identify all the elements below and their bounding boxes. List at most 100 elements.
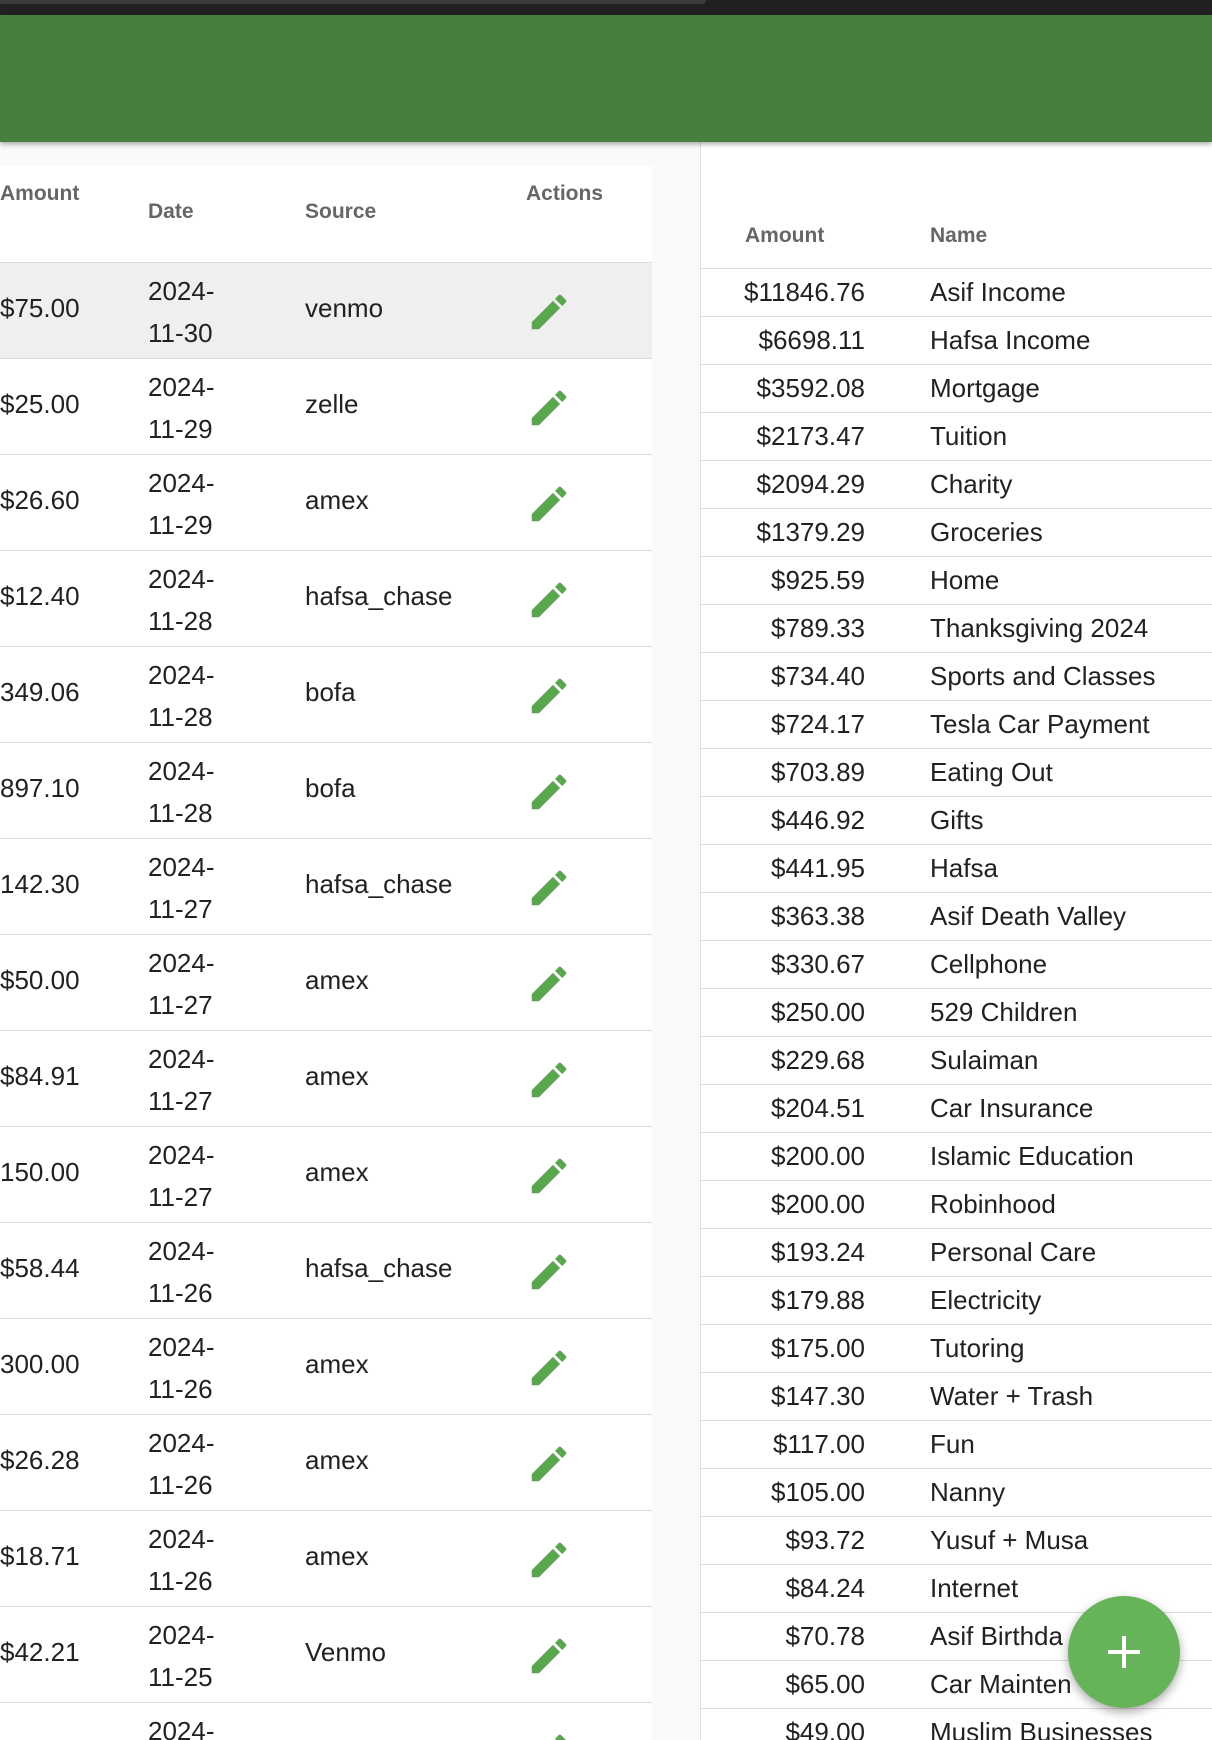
table-row[interactable]: 2024- bbox=[0, 1703, 652, 1740]
pencil-icon bbox=[526, 774, 572, 821]
edit-transaction-button[interactable] bbox=[526, 1537, 572, 1583]
table-row[interactable]: $84.91 2024- 11-27 amex bbox=[0, 1031, 652, 1127]
table-row[interactable]: $26.28 2024- 11-26 amex bbox=[0, 1415, 652, 1511]
column-header-source[interactable]: Source bbox=[305, 200, 377, 223]
summary-column-header-name[interactable]: Name bbox=[930, 224, 988, 247]
edit-transaction-button[interactable] bbox=[526, 1153, 572, 1199]
summary-row[interactable]: $724.17 Tesla Car Payment bbox=[701, 701, 1212, 749]
summary-row[interactable]: $446.92 Gifts bbox=[701, 797, 1212, 845]
summary-row[interactable]: $49.00 Muslim Businesses bbox=[701, 1709, 1212, 1740]
summary-row[interactable]: $93.72 Yusuf + Musa bbox=[701, 1517, 1212, 1565]
transaction-date: 2024- 11-28 bbox=[148, 660, 215, 732]
summary-row[interactable]: $70.78 Asif Birthda bbox=[701, 1613, 1212, 1661]
transactions-table: Amount Date Source Actions $75.00 2024- 11… bbox=[0, 166, 652, 1740]
summary-row[interactable]: $229.68 Sulaiman bbox=[701, 1037, 1212, 1085]
summary-row[interactable]: $925.59 Home bbox=[701, 557, 1212, 605]
table-row[interactable]: $12.40 2024- 11-28 hafsa_chase bbox=[0, 551, 652, 647]
transaction-source: hafsa_chase bbox=[305, 581, 453, 611]
edit-transaction-button[interactable] bbox=[526, 1729, 572, 1740]
pencil-icon bbox=[526, 678, 572, 725]
table-row[interactable]: $25.00 2024- 11-29 zelle bbox=[0, 359, 652, 455]
summary-row[interactable]: $105.00 Nanny bbox=[701, 1469, 1212, 1517]
category-name: Personal Care bbox=[930, 1237, 1097, 1267]
transaction-date: 2024- 11-27 bbox=[148, 948, 215, 1020]
summary-row[interactable]: $11846.76 Asif Income bbox=[701, 269, 1212, 317]
edit-transaction-button[interactable] bbox=[526, 865, 572, 911]
summary-row[interactable]: $84.24 Internet bbox=[701, 1565, 1212, 1613]
summary-column-header-amount[interactable]: Amount bbox=[745, 224, 825, 247]
summary-row[interactable]: $200.00 Islamic Education bbox=[701, 1133, 1212, 1181]
table-row[interactable]: 150.00 2024- 11-27 amex bbox=[0, 1127, 652, 1223]
edit-transaction-button[interactable] bbox=[526, 769, 572, 815]
summary-row[interactable]: $2173.47 Tuition bbox=[701, 413, 1212, 461]
transaction-amount: $50.00 bbox=[0, 965, 80, 995]
category-amount: $175.00 bbox=[771, 1333, 865, 1363]
edit-transaction-button[interactable] bbox=[526, 1057, 572, 1103]
table-row[interactable]: $50.00 2024- 11-27 amex bbox=[0, 935, 652, 1031]
transaction-amount: $26.28 bbox=[0, 1445, 80, 1475]
transaction-date: 2024- 11-28 bbox=[148, 564, 215, 636]
summary-row[interactable]: $703.89 Eating Out bbox=[701, 749, 1212, 797]
summary-row[interactable]: $6698.11 Hafsa Income bbox=[701, 317, 1212, 365]
table-row[interactable]: $18.71 2024- 11-26 amex bbox=[0, 1511, 652, 1607]
summary-row[interactable]: $193.24 Personal Care bbox=[701, 1229, 1212, 1277]
transaction-amount: $75.00 bbox=[0, 293, 80, 323]
transaction-date: 2024- 11-27 bbox=[148, 1044, 215, 1116]
pencil-icon bbox=[526, 1638, 572, 1685]
summary-row[interactable]: $179.88 Electricity bbox=[701, 1277, 1212, 1325]
transaction-date: 2024- 11-29 bbox=[148, 372, 215, 444]
table-row[interactable]: 300.00 2024- 11-26 amex bbox=[0, 1319, 652, 1415]
summary-row[interactable]: $1379.29 Groceries bbox=[701, 509, 1212, 557]
transaction-date: 2024- 11-29 bbox=[148, 468, 215, 540]
summary-row[interactable]: $441.95 Hafsa bbox=[701, 845, 1212, 893]
table-row[interactable]: $42.21 2024- 11-25 Venmo bbox=[0, 1607, 652, 1703]
edit-transaction-button[interactable] bbox=[526, 1345, 572, 1391]
summary-row[interactable]: $363.38 Asif Death Valley bbox=[701, 893, 1212, 941]
summary-row[interactable]: $250.00 529 Children bbox=[701, 989, 1212, 1037]
summary-row[interactable]: $200.00 Robinhood bbox=[701, 1181, 1212, 1229]
transaction-source: bofa bbox=[305, 677, 356, 707]
table-row[interactable]: 142.30 2024- 11-27 hafsa_chase bbox=[0, 839, 652, 935]
edit-transaction-button[interactable] bbox=[526, 1249, 572, 1295]
table-row[interactable]: 349.06 2024- 11-28 bofa bbox=[0, 647, 652, 743]
category-amount: $2173.47 bbox=[756, 421, 865, 451]
transaction-date: 2024- 11-27 bbox=[148, 852, 215, 924]
table-row[interactable]: $75.00 2024- 11-30 venmo bbox=[0, 263, 652, 359]
category-amount: $193.24 bbox=[771, 1237, 865, 1267]
summary-row[interactable]: $3592.08 Mortgage bbox=[701, 365, 1212, 413]
edit-transaction-button[interactable] bbox=[526, 1441, 572, 1487]
summary-row[interactable]: $734.40 Sports and Classes bbox=[701, 653, 1212, 701]
summary-row[interactable]: $147.30 Water + Trash bbox=[701, 1373, 1212, 1421]
transaction-date: 2024- 11-26 bbox=[148, 1332, 215, 1404]
summary-row[interactable]: $789.33 Thanksgiving 2024 bbox=[701, 605, 1212, 653]
edit-transaction-button[interactable] bbox=[526, 577, 572, 623]
edit-transaction-button[interactable] bbox=[526, 289, 572, 335]
transactions-table-body: $75.00 2024- 11-30 venmo $25.00 2024- 11-29 zel… bbox=[0, 263, 652, 1740]
summary-row[interactable]: $117.00 Fun bbox=[701, 1421, 1212, 1469]
edit-transaction-button[interactable] bbox=[526, 1633, 572, 1679]
column-header-amount[interactable]: Amount bbox=[0, 182, 80, 205]
pencil-icon bbox=[526, 1254, 572, 1301]
table-row[interactable]: 897.10 2024- 11-28 bofa bbox=[0, 743, 652, 839]
edit-transaction-button[interactable] bbox=[526, 673, 572, 719]
summary-row[interactable]: $2094.29 Charity bbox=[701, 461, 1212, 509]
category-amount: $65.00 bbox=[785, 1669, 865, 1699]
column-header-date[interactable]: Date bbox=[148, 200, 194, 223]
transaction-amount: 150.00 bbox=[0, 1157, 80, 1187]
table-row[interactable]: $58.44 2024- 11-26 hafsa_chase bbox=[0, 1223, 652, 1319]
add-transaction-button[interactable] bbox=[1068, 1596, 1180, 1708]
table-row[interactable]: $26.60 2024- 11-29 amex bbox=[0, 455, 652, 551]
system-status-bar bbox=[0, 0, 1212, 15]
edit-transaction-button[interactable] bbox=[526, 385, 572, 431]
pencil-icon bbox=[526, 582, 572, 629]
edit-transaction-button[interactable] bbox=[526, 961, 572, 1007]
category-amount: $703.89 bbox=[771, 757, 865, 787]
summary-row[interactable]: $204.51 Car Insurance bbox=[701, 1085, 1212, 1133]
summary-row[interactable]: $175.00 Tutoring bbox=[701, 1325, 1212, 1373]
category-amount: $441.95 bbox=[771, 853, 865, 883]
transaction-source: amex bbox=[305, 485, 369, 515]
summary-row[interactable]: $330.67 Cellphone bbox=[701, 941, 1212, 989]
edit-transaction-button[interactable] bbox=[526, 481, 572, 527]
summary-row[interactable]: $65.00 Car Mainten bbox=[701, 1661, 1212, 1709]
category-name: Home bbox=[930, 565, 1000, 595]
